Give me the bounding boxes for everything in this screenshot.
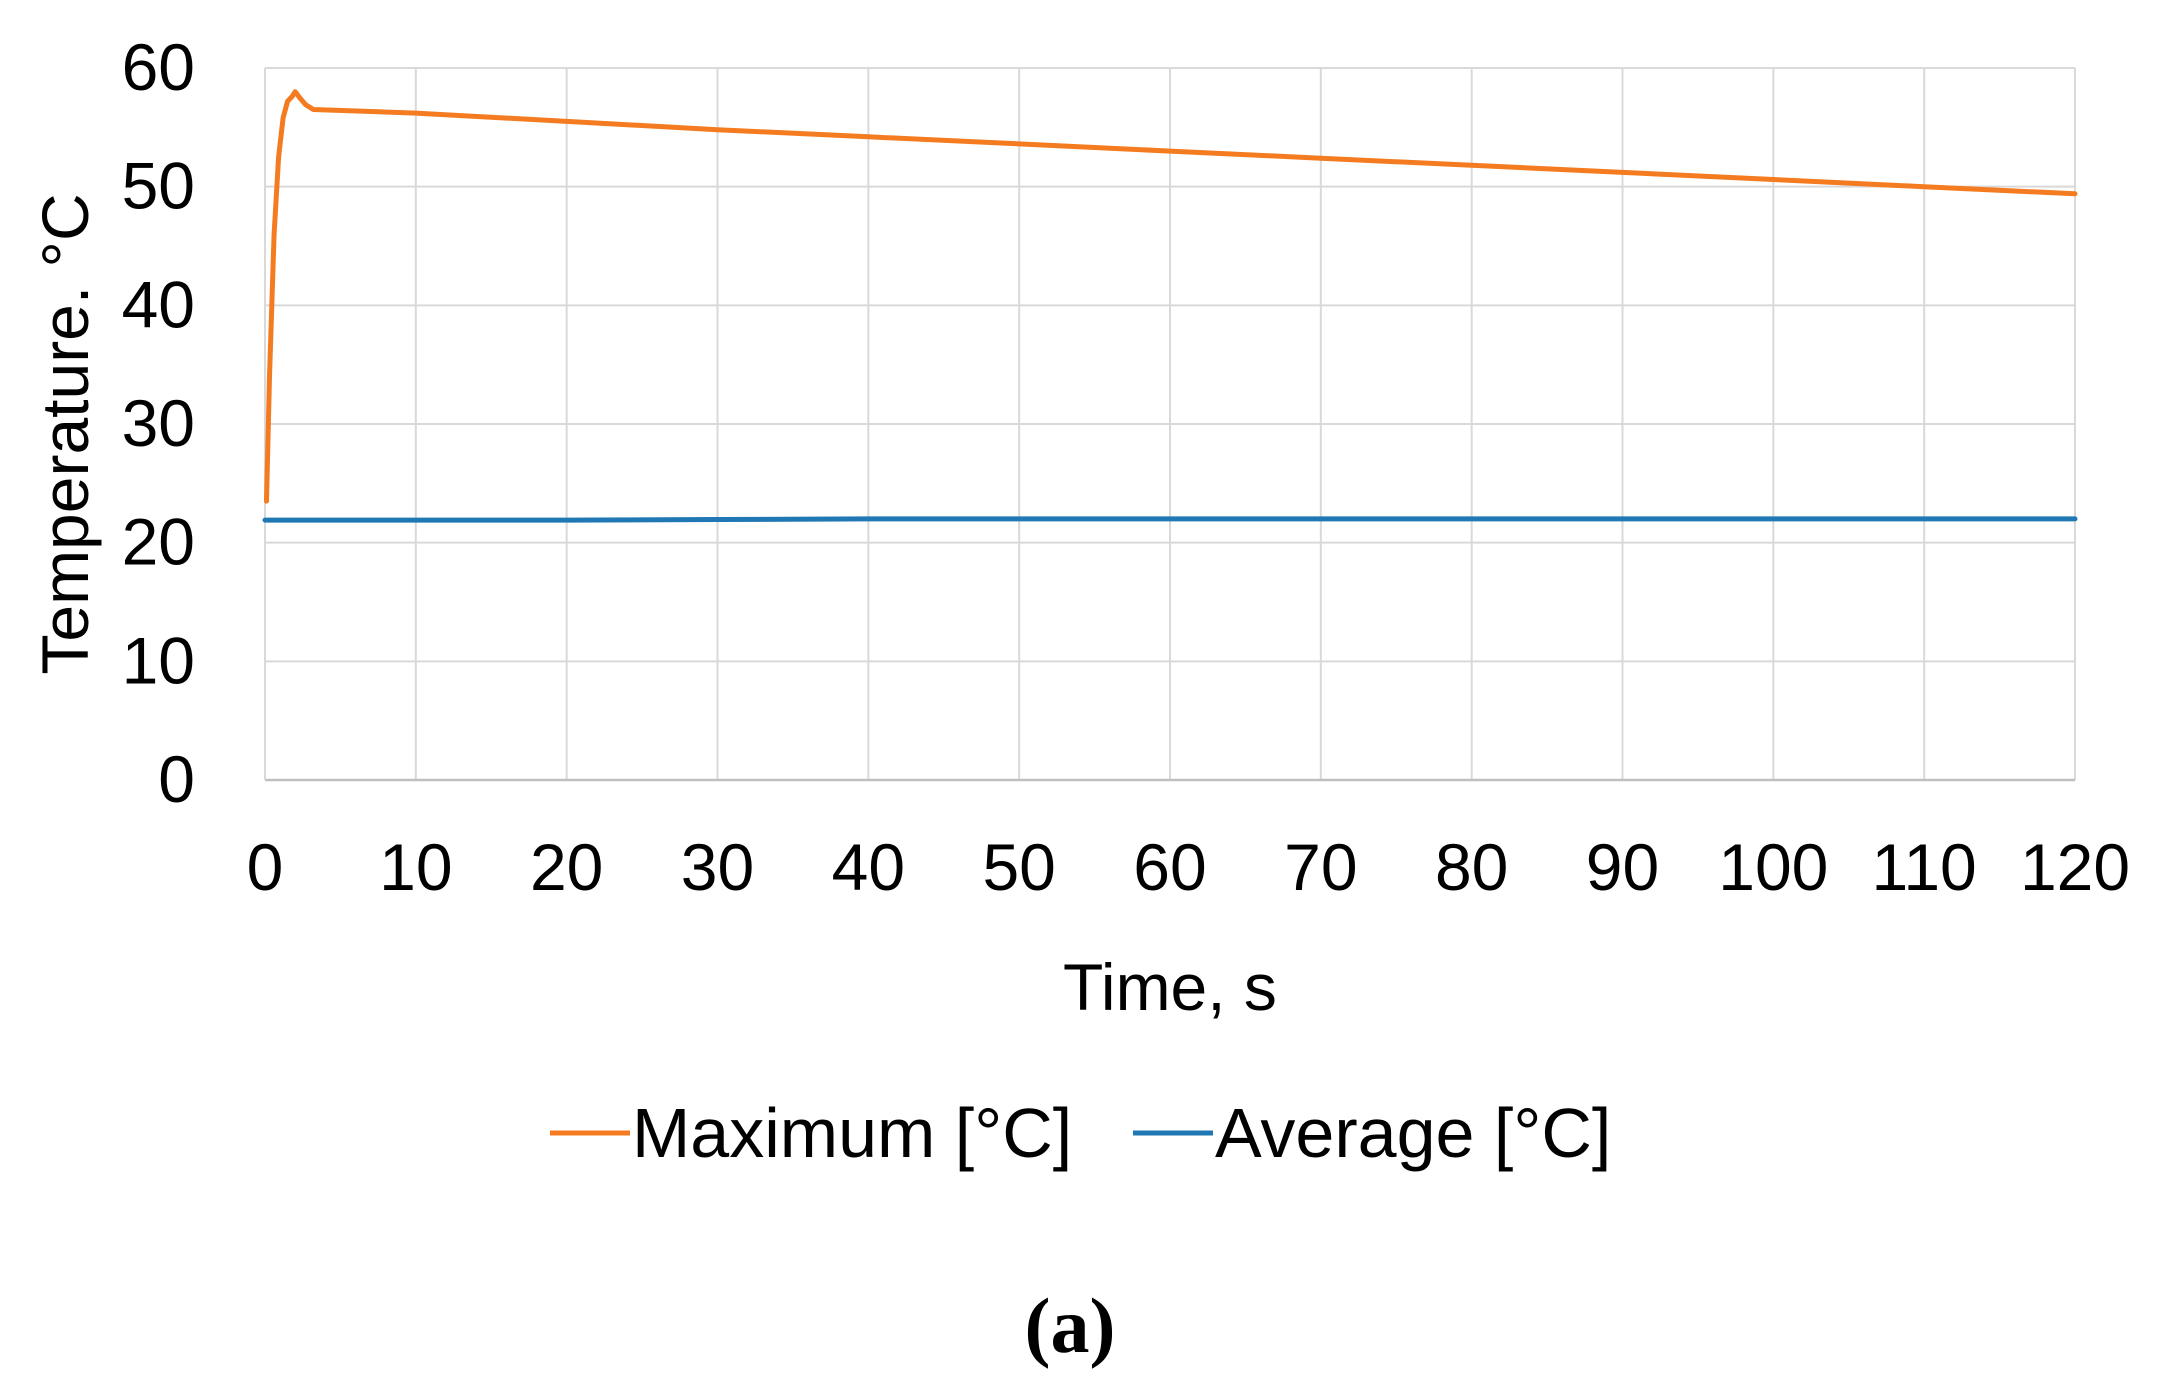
y-tick-label: 60 <box>122 30 195 104</box>
y-tick-label: 10 <box>122 623 195 697</box>
x-tick-label: 120 <box>2020 830 2130 904</box>
x-axis-title: Time, s <box>1063 950 1277 1024</box>
y-tick-label: 50 <box>122 149 195 223</box>
x-tick-label: 20 <box>530 830 603 904</box>
x-tick-label: 0 <box>247 830 284 904</box>
legend: Maximum [°C] Average [°C] <box>550 1094 1611 1172</box>
y-tick-label: 0 <box>158 742 195 816</box>
legend-label-maximum: Maximum [°C] <box>632 1094 1072 1172</box>
x-tick-label: 110 <box>1872 830 1977 904</box>
x-tick-label: 100 <box>1718 830 1828 904</box>
y-axis-title: Temperature. °C <box>28 193 102 674</box>
y-tick-label: 20 <box>122 505 195 579</box>
x-tick-label: 30 <box>681 830 754 904</box>
x-tick-label: 10 <box>379 830 452 904</box>
x-tick-label: 40 <box>832 830 905 904</box>
x-tick-label: 90 <box>1586 830 1659 904</box>
x-tick-label: 50 <box>982 830 1055 904</box>
axes <box>264 68 2075 782</box>
series-line-maximum <box>264 89 2078 504</box>
gridlines <box>265 67 2076 780</box>
y-tick-label: 30 <box>122 386 195 460</box>
tick-labels: 0 10 20 30 40 50 60 0 10 20 30 40 50 60 70 80 90 100 110 12… <box>122 30 2130 904</box>
x-tick-label: 70 <box>1284 830 1357 904</box>
y-tick-label: 40 <box>122 267 195 341</box>
x-tick-label: 80 <box>1435 830 1508 904</box>
figure-caption: (a) <box>1025 1282 1116 1369</box>
data-series <box>262 89 2078 523</box>
legend-label-average: Average [°C] <box>1215 1094 1611 1172</box>
series-line-average <box>262 516 2078 523</box>
x-tick-label: 60 <box>1133 830 1206 904</box>
